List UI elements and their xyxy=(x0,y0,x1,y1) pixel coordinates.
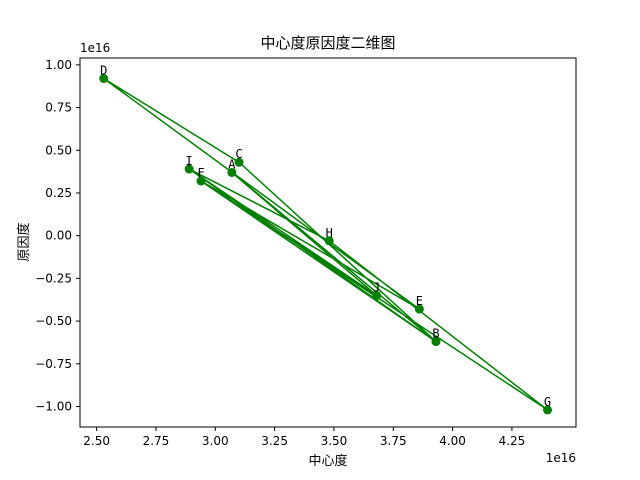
x-axis: 2.50 2.75 3.00 3.25 3.50 3.75 4.00 4.25 xyxy=(83,427,525,448)
point-label-b: B xyxy=(432,327,439,341)
point-label-j: J xyxy=(373,280,380,294)
chart-title: 中心度原因度二维图 xyxy=(260,34,395,52)
x-tick-label: 3.25 xyxy=(261,434,288,448)
y-tick-label: 0.25 xyxy=(45,186,72,200)
y-tick-label: −0.50 xyxy=(35,314,72,328)
data-point-a xyxy=(227,167,237,177)
y-tick-label: −1.00 xyxy=(35,400,72,414)
x-tick-label: 3.75 xyxy=(380,434,407,448)
data-point-j xyxy=(372,290,382,300)
data-point-g xyxy=(543,405,553,415)
plot-frame xyxy=(79,57,577,428)
data-point-f xyxy=(196,176,206,186)
x-tick-label: 4.25 xyxy=(499,434,526,448)
point-label-d: D xyxy=(100,64,107,78)
x-tick-label: 3.00 xyxy=(202,434,229,448)
point-label-h: H xyxy=(326,226,333,240)
point-label-a: A xyxy=(228,157,236,171)
x-offset-text: 1e16 xyxy=(546,451,576,465)
x-axis-label: 中心度 xyxy=(308,453,347,469)
y-tick-label: 0.75 xyxy=(45,101,72,115)
x-tick-label: 2.50 xyxy=(83,434,110,448)
x-tick-label: 4.00 xyxy=(439,434,466,448)
point-label-i: I xyxy=(186,154,193,168)
x-tick-label: 2.75 xyxy=(143,434,170,448)
y-tick-label: 0.50 xyxy=(45,143,72,157)
y-offset-text: 1e16 xyxy=(80,41,110,55)
x-tick-label: 3.50 xyxy=(321,434,348,448)
point-labels-layer: D C I A F H J E B G xyxy=(100,64,551,409)
data-point-e xyxy=(414,304,424,314)
point-label-c: C xyxy=(235,147,242,161)
y-axis-label: 原因度 xyxy=(16,222,32,261)
y-tick-label: −0.25 xyxy=(35,271,72,285)
data-point-b xyxy=(431,337,441,347)
point-label-e: E xyxy=(416,294,423,308)
data-point-h xyxy=(324,236,334,246)
point-label-f: F xyxy=(197,166,204,180)
points-layer xyxy=(99,74,553,415)
data-point-c xyxy=(234,157,244,167)
y-tick-label: −0.75 xyxy=(35,357,72,371)
data-point-i xyxy=(184,164,194,174)
y-axis: 1.00 0.75 0.50 0.25 0.00 −0.25 −0.50 −0.75 −1.00 xyxy=(35,58,80,414)
point-label-g: G xyxy=(544,395,551,409)
y-tick-label: 1.00 xyxy=(45,58,72,72)
y-tick-label: 0.00 xyxy=(45,229,72,243)
data-point-d xyxy=(99,74,109,83)
